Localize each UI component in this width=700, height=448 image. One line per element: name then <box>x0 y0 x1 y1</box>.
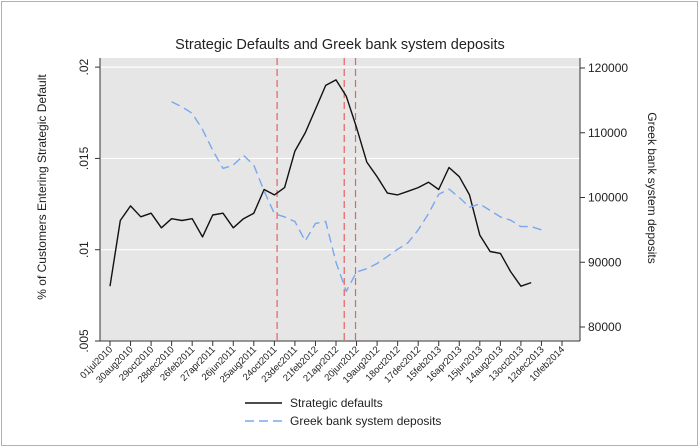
right-tick-label: 90000 <box>588 255 622 269</box>
x-axis: 01jul201030aug201029oct201028dec201026fe… <box>78 340 580 386</box>
right-tick-label: 80000 <box>588 320 622 334</box>
series-line-strategic-defaults <box>109 79 532 287</box>
left-tick-label: .01 <box>77 241 91 258</box>
left-axis-label: % of Customers Entering Strategic Defaul… <box>35 74 49 300</box>
left-tick-label: .015 <box>77 146 91 170</box>
right-axis: 80000 90000 100000 110000 120000 <box>579 58 628 341</box>
legend-label-greek-deposits: Greek bank system deposits <box>290 414 441 428</box>
right-tick-label: 110000 <box>588 126 627 140</box>
right-axis-label: Greek bank system deposits <box>645 112 659 263</box>
legend-label-strategic-defaults: Strategic defaults <box>290 396 383 410</box>
legend: Strategic defaults Greek bank system dep… <box>245 396 441 428</box>
chart-title: Strategic Defaults and Greek bank system… <box>175 37 505 53</box>
plot-background <box>100 58 580 341</box>
right-tick-label: 120000 <box>588 61 628 75</box>
event-lines <box>276 58 357 341</box>
left-tick-label: .02 <box>77 58 91 75</box>
left-tick-label: .005 <box>77 329 91 353</box>
right-tick-label: 100000 <box>588 191 628 205</box>
left-axis: .005 .01 .015 .02 <box>77 58 101 353</box>
series-layer <box>109 79 542 293</box>
